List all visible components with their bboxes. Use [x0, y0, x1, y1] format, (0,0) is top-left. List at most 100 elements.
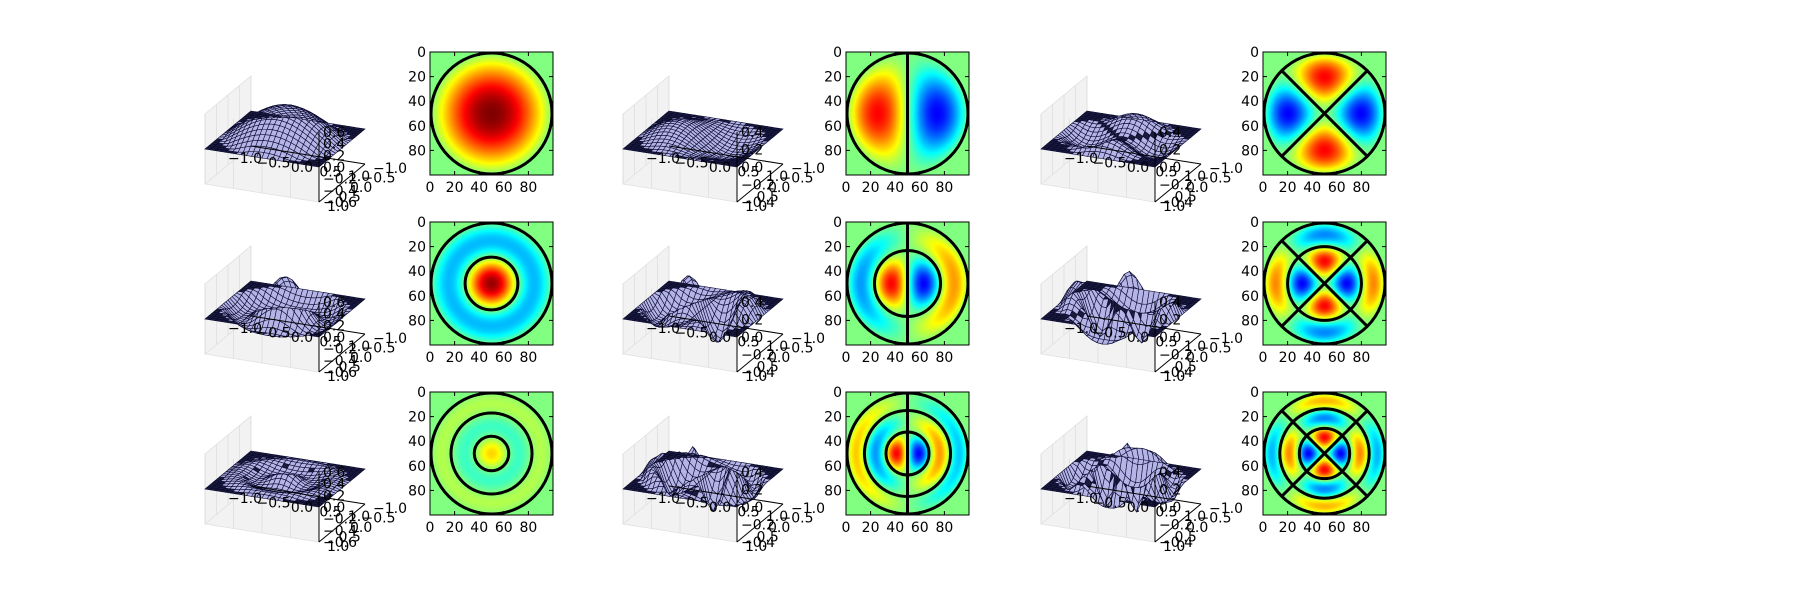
y-tick-label: 20	[1241, 70, 1259, 86]
z-tick-label: 0.2	[1159, 313, 1181, 329]
z-tick-label: −0.6	[323, 195, 357, 211]
y-tick-label: 80	[408, 143, 426, 159]
x-tick-label: 60	[1328, 350, 1346, 366]
x-tick-label: 40	[1303, 520, 1321, 536]
x-tick-label: 80	[935, 520, 953, 536]
z-tick-label: 0.0	[741, 500, 763, 516]
x-tick-label: 0.0	[291, 330, 313, 346]
y-tick-label: 0	[833, 215, 842, 231]
x-tick-label: 0	[1259, 180, 1268, 196]
y-tick-label: 80	[408, 483, 426, 499]
z-tick-label: 0.4	[1159, 295, 1181, 311]
z-tick-label: −0.2	[1159, 518, 1193, 534]
y-tick-label: 0	[833, 45, 842, 61]
x-tick-label: 40	[470, 180, 488, 196]
x-tick-label: 80	[519, 350, 537, 366]
x-tick-label: 20	[1279, 350, 1297, 366]
x-tick-label: −0.5	[257, 496, 291, 512]
z-tick-label: −0.2	[1159, 178, 1193, 194]
y-tick-label: 80	[1241, 143, 1259, 159]
z-tick-label: 0.4	[741, 125, 763, 141]
x-tick-label: 60	[911, 350, 929, 366]
y-tick-label: 0	[1250, 385, 1259, 401]
z-tick-label: −0.2	[741, 348, 775, 364]
x-tick-label: 60	[1328, 180, 1346, 196]
x-tick-label: 60	[1328, 520, 1346, 536]
y-tick-label: 20	[824, 240, 842, 256]
x-tick-label: 20	[862, 520, 880, 536]
y-tick-label: −1.0	[791, 331, 825, 347]
z-tick-label: −0.2	[741, 178, 775, 194]
y-tick-label: 40	[824, 94, 842, 110]
x-tick-label: 0.0	[709, 500, 731, 516]
y-tick-label: 80	[408, 313, 426, 329]
z-tick-label: −0.4	[741, 535, 775, 551]
y-tick-label: 80	[1241, 483, 1259, 499]
z-tick-label: −0.4	[1159, 195, 1193, 211]
x-tick-label: 0.0	[291, 500, 313, 516]
y-tick-label: 0	[1250, 45, 1259, 61]
z-tick-label: −0.4	[741, 365, 775, 381]
x-tick-label: 0.0	[1127, 500, 1149, 516]
z-tick-label: 0.4	[1159, 465, 1181, 481]
y-tick-label: −1.0	[373, 331, 407, 347]
x-tick-label: 80	[1352, 350, 1370, 366]
y-tick-label: 20	[408, 240, 426, 256]
y-tick-label: 80	[824, 143, 842, 159]
x-tick-label: 0.0	[709, 330, 731, 346]
z-tick-label: 0.4	[741, 465, 763, 481]
z-tick-label: 0.2	[1159, 143, 1181, 159]
x-tick-label: 40	[1303, 350, 1321, 366]
z-tick-label: −0.2	[1159, 348, 1193, 364]
x-tick-label: 20	[862, 350, 880, 366]
z-tick-label: 0.0	[741, 330, 763, 346]
y-tick-label: 40	[408, 94, 426, 110]
x-tick-label: 40	[470, 520, 488, 536]
x-tick-label: −0.5	[1093, 496, 1127, 512]
y-tick-label: 40	[824, 434, 842, 450]
x-tick-label: 60	[911, 520, 929, 536]
x-tick-label: 20	[446, 180, 464, 196]
z-tick-label: 0.2	[741, 143, 763, 159]
x-tick-label: −0.5	[257, 326, 291, 342]
x-tick-label: 0.0	[709, 160, 731, 176]
y-tick-label: 20	[408, 410, 426, 426]
z-tick-label: 0.4	[741, 295, 763, 311]
z-tick-label: −0.4	[1159, 365, 1193, 381]
y-tick-label: 40	[1241, 94, 1259, 110]
y-tick-label: 40	[408, 434, 426, 450]
x-tick-label: 20	[446, 520, 464, 536]
z-tick-label: 0.4	[1159, 125, 1181, 141]
x-tick-label: 0.0	[291, 160, 313, 176]
y-tick-label: −1.0	[373, 501, 407, 517]
z-tick-label: 0.0	[1159, 500, 1181, 516]
x-tick-label: 80	[935, 180, 953, 196]
y-tick-label: 60	[408, 459, 426, 475]
y-tick-label: −1.0	[1209, 161, 1243, 177]
y-tick-label: 40	[408, 264, 426, 280]
y-tick-label: 20	[408, 70, 426, 86]
x-tick-label: 0	[426, 520, 435, 536]
x-tick-label: −0.5	[1093, 156, 1127, 172]
y-tick-label: 0	[417, 45, 426, 61]
y-tick-label: 60	[1241, 119, 1259, 135]
z-tick-label: −0.4	[1159, 535, 1193, 551]
y-tick-label: −1.0	[1209, 331, 1243, 347]
x-tick-label: 0	[842, 350, 851, 366]
x-tick-label: 40	[1303, 180, 1321, 196]
x-tick-label: 0	[842, 180, 851, 196]
z-tick-label: −0.6	[323, 365, 357, 381]
y-tick-label: 40	[1241, 434, 1259, 450]
